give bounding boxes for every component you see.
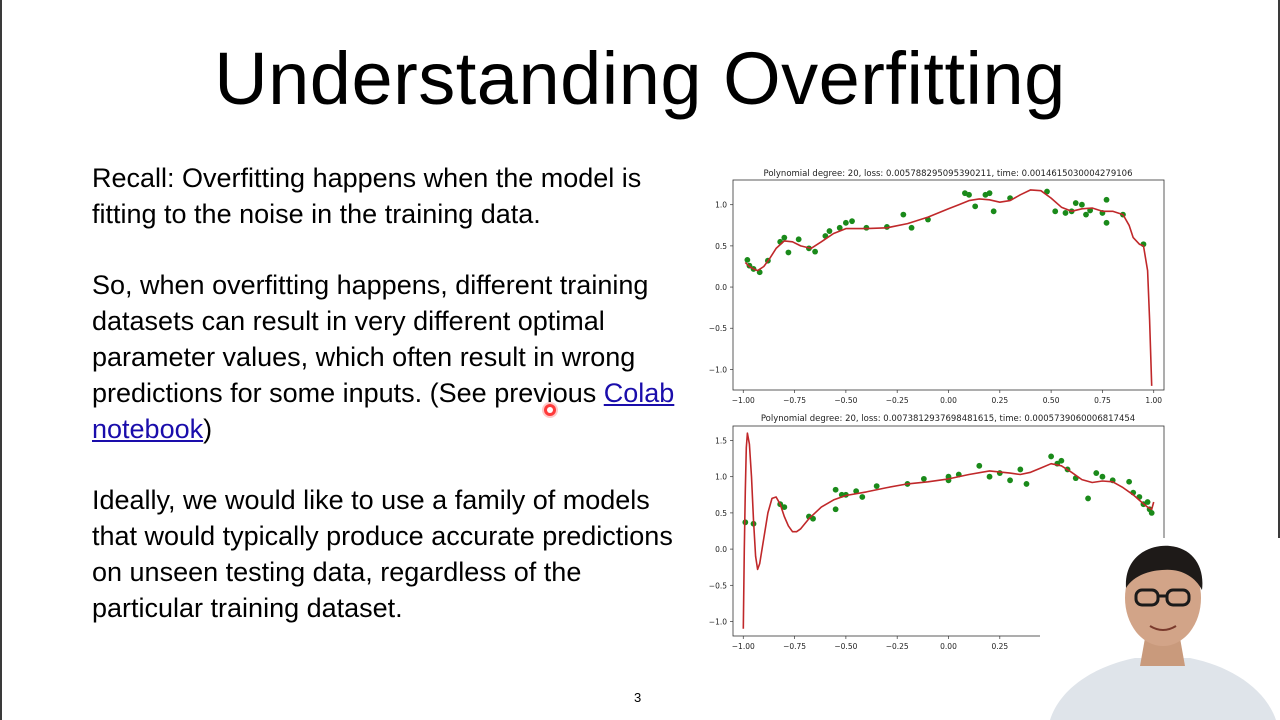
data-point bbox=[1085, 495, 1091, 502]
x-tick-label: 1.00 bbox=[1145, 396, 1162, 405]
y-tick-label: 0.5 bbox=[715, 242, 727, 251]
data-point bbox=[1144, 499, 1151, 505]
paragraph-ideally: Ideally, we would like to use a family o… bbox=[92, 485, 673, 623]
data-point bbox=[1058, 457, 1065, 464]
presenter-mouth bbox=[1149, 625, 1177, 631]
data-point bbox=[859, 494, 866, 500]
y-tick-label: 1.0 bbox=[715, 201, 727, 210]
data-point bbox=[1126, 478, 1133, 485]
presenter-neck bbox=[1140, 638, 1185, 666]
x-tick-label: 0.50 bbox=[1043, 396, 1060, 405]
page-number: 3 bbox=[634, 690, 642, 705]
x-tick-label: −0.25 bbox=[886, 396, 909, 405]
data-point bbox=[920, 475, 927, 482]
data-point bbox=[1044, 188, 1050, 195]
data-point bbox=[1099, 473, 1106, 480]
x-tick-label: −0.75 bbox=[783, 396, 806, 405]
x-tick-label: −0.25 bbox=[886, 642, 909, 651]
data-point bbox=[832, 506, 839, 513]
x-tick-label: −0.75 bbox=[783, 642, 806, 651]
presenter-hair bbox=[1125, 545, 1203, 590]
data-point bbox=[812, 248, 818, 255]
laser-pointer-icon bbox=[544, 404, 556, 416]
data-point bbox=[1052, 208, 1059, 215]
data-point bbox=[1023, 481, 1030, 487]
x-tick-label: 0.75 bbox=[1094, 396, 1111, 405]
x-tick-label: −1.00 bbox=[732, 642, 755, 651]
x-tick-label: −0.50 bbox=[834, 642, 857, 651]
plot-frame bbox=[732, 179, 1165, 391]
data-point bbox=[976, 462, 983, 469]
plot-top: Polynomial degree: 20, loss: 0.005788295… bbox=[709, 169, 1165, 405]
paragraph-text-end: ) bbox=[203, 414, 213, 444]
slide-title: Understanding Overfitting bbox=[214, 37, 1066, 120]
y-tick-label: −0.5 bbox=[709, 324, 727, 333]
fitted-curve bbox=[744, 189, 1153, 386]
paragraph-text: So, when overfitting happens, different … bbox=[92, 270, 649, 408]
data-point bbox=[1083, 211, 1089, 218]
y-tick-label: −1.0 bbox=[709, 618, 727, 627]
data-point bbox=[1093, 470, 1100, 476]
paragraph-recall: Recall: Overfitting happens when the mod… bbox=[92, 163, 642, 229]
data-point bbox=[826, 228, 833, 234]
data-point bbox=[853, 488, 860, 495]
plot-top-area: −1.00 −0.75 −0.50 −0.25 0.00 0.25 0.50 0.75 1.00… bbox=[709, 179, 1165, 405]
x-tick-label: −1.00 bbox=[732, 396, 755, 405]
paragraph-different-datasets: So, when overfitting happens, different … bbox=[92, 267, 692, 447]
data-point bbox=[972, 203, 979, 210]
x-tick-label: 0.00 bbox=[940, 396, 957, 405]
data-point bbox=[1148, 509, 1155, 516]
data-point bbox=[986, 473, 993, 480]
data-point bbox=[1103, 219, 1110, 226]
y-tick-label: 1.0 bbox=[715, 473, 727, 482]
y-tick-label: −0.5 bbox=[709, 581, 727, 590]
y-tick-label: 0.0 bbox=[715, 545, 727, 554]
data-point bbox=[1072, 200, 1079, 206]
x-tick-label: 0.25 bbox=[991, 396, 1008, 405]
frame-edge-left bbox=[0, 0, 2, 720]
data-point bbox=[744, 256, 751, 263]
data-point bbox=[836, 224, 843, 231]
data-point bbox=[873, 483, 880, 490]
presenter-shirt bbox=[1050, 658, 1276, 720]
data-point bbox=[849, 218, 855, 225]
x-tick-label: −0.50 bbox=[834, 396, 857, 405]
y-tick-label: −1.0 bbox=[709, 365, 727, 374]
frame-edge-right bbox=[1278, 0, 1280, 720]
data-point bbox=[990, 208, 997, 215]
data-point bbox=[785, 249, 792, 256]
data-point bbox=[1017, 466, 1024, 473]
fitted-curve bbox=[742, 432, 1155, 629]
y-tick-label: 0.5 bbox=[715, 509, 727, 518]
data-point bbox=[1103, 196, 1110, 203]
y-tick-label: 0.0 bbox=[715, 283, 727, 292]
data-point bbox=[1048, 453, 1055, 460]
glasses-icon bbox=[1134, 588, 1191, 607]
data-point bbox=[1079, 201, 1085, 208]
data-point bbox=[795, 236, 802, 243]
data-point bbox=[900, 211, 907, 218]
data-point bbox=[1007, 477, 1013, 484]
plot-top-title: Polynomial degree: 20, loss: 0.005788295… bbox=[764, 169, 1133, 179]
presenter-face bbox=[1125, 550, 1201, 646]
x-tick-label: 0.25 bbox=[991, 642, 1008, 651]
data-point bbox=[908, 224, 915, 231]
data-point bbox=[781, 234, 788, 241]
y-tick-label: 1.5 bbox=[715, 436, 727, 445]
x-tick-label: 0.00 bbox=[940, 642, 957, 651]
slide-body: Recall: Overfitting happens when the mod… bbox=[92, 160, 692, 661]
data-point bbox=[986, 190, 993, 197]
data-point bbox=[1062, 210, 1069, 216]
presenter-webcam bbox=[1040, 538, 1280, 720]
plot-bottom-title: Polynomial degree: 20, loss: 0.007381293… bbox=[761, 414, 1135, 424]
data-point bbox=[842, 219, 849, 226]
colab-notebook-link[interactable]: Colab notebook bbox=[92, 378, 675, 444]
data-point bbox=[832, 486, 839, 493]
data-point bbox=[781, 504, 788, 511]
data-point bbox=[966, 191, 972, 198]
